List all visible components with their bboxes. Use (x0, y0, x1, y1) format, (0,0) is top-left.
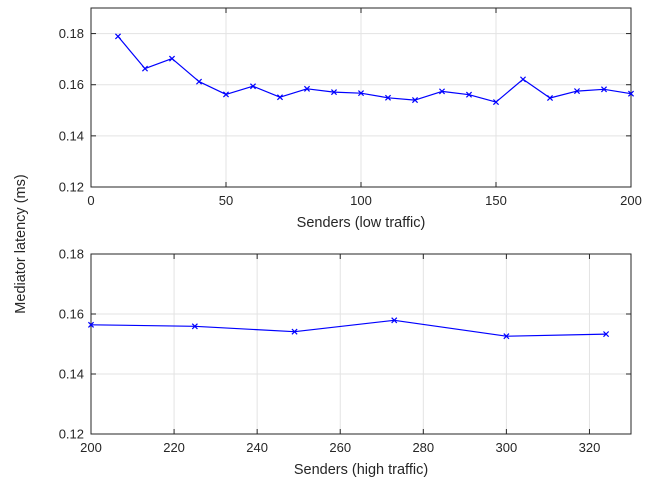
y-tick-label: 0.18 (59, 247, 84, 262)
marker-stroke (438, 88, 446, 95)
data-point-marker (465, 91, 473, 98)
data-point-marker (503, 333, 510, 340)
y-tick-label: 0.12 (59, 427, 84, 442)
data-point-marker (168, 55, 176, 62)
y-tick-label: 0.12 (59, 180, 84, 195)
data-point-marker (573, 88, 581, 95)
y-tick-label: 0.14 (59, 128, 84, 143)
x-tick-label: 280 (412, 440, 434, 455)
marker-stroke (627, 90, 635, 97)
data-point-marker (627, 90, 635, 97)
marker-stroke (114, 33, 122, 40)
chart-high-traffic: 200 220 240 260 280 300 320 0.12 0.14 0.16 0.18 Sen… (59, 247, 632, 478)
data-point-marker (195, 78, 203, 85)
marker-stroke (465, 91, 473, 98)
x-tick-label: 200 (80, 440, 102, 455)
y-tick-label: 0.16 (59, 77, 84, 92)
marker-stroke (195, 78, 203, 85)
marker-stroke (492, 99, 500, 106)
data-point-marker (600, 86, 608, 93)
data-point-marker (291, 328, 298, 335)
data-point-marker (391, 317, 398, 324)
marker-stroke (276, 94, 284, 101)
series-line (90, 319, 607, 337)
data-point-marker (276, 94, 284, 101)
x-tick-label: 320 (579, 440, 601, 455)
x-tick-label: 260 (329, 440, 351, 455)
y-tick-label: 0.16 (59, 307, 84, 322)
data-point-marker (114, 33, 122, 40)
marker-stroke (303, 85, 311, 92)
data-point-marker (546, 94, 554, 102)
x-tick-label: 300 (496, 440, 518, 455)
y-tick-label: 0.18 (59, 26, 84, 41)
x-tick-label: 0 (87, 193, 94, 208)
x-axis-label: Senders (low traffic) (297, 215, 426, 231)
data-point-marker (141, 65, 149, 72)
marker-stroke (291, 328, 298, 335)
marker-stroke (603, 331, 610, 338)
x-tick-label: 240 (246, 440, 268, 455)
data-point-marker (438, 88, 446, 95)
data-point-marker (357, 90, 365, 97)
marker-stroke (384, 94, 392, 101)
data-point-marker (87, 321, 95, 328)
chart-low-traffic: 0 50 100 150 200 0.12 0.14 0.16 0.18 Senders (low… (59, 7, 642, 231)
x-tick-label: 150 (485, 193, 507, 208)
marker-stroke (573, 88, 581, 95)
marker-stroke (168, 55, 176, 62)
marker-stroke (191, 323, 198, 330)
marker-stroke (357, 90, 365, 97)
data-point-marker (603, 331, 610, 338)
plot-area (91, 254, 631, 434)
x-tick-label: 100 (350, 193, 372, 208)
data-point-marker (330, 89, 338, 96)
marker-stroke (503, 333, 510, 340)
x-axis-label: Senders (high traffic) (294, 462, 428, 478)
x-tick-label: 200 (620, 193, 642, 208)
axes-box (90, 253, 632, 435)
data-point-marker (249, 83, 257, 90)
shared-y-axis-label: Mediator latency (ms) (13, 174, 29, 313)
y-tick-label: 0.14 (59, 367, 84, 382)
data-point-marker (222, 91, 230, 98)
marker-stroke (330, 89, 338, 96)
data-point-marker (384, 94, 392, 101)
data-point-marker (191, 323, 198, 330)
marker-stroke (519, 76, 527, 83)
marker-stroke (87, 321, 95, 328)
series-line (117, 36, 632, 103)
x-tick-label: 50 (219, 193, 233, 208)
data-point-marker (303, 85, 311, 92)
data-point-marker (492, 99, 500, 106)
marker-stroke (222, 91, 230, 98)
marker-stroke (600, 86, 608, 93)
marker-stroke (391, 317, 398, 324)
marker-stroke (141, 65, 149, 72)
data-point-marker (519, 76, 527, 83)
marker-stroke (411, 97, 419, 104)
marker-stroke (249, 83, 257, 90)
marker-stroke (546, 94, 554, 102)
x-tick-label: 220 (163, 440, 185, 455)
data-point-marker (411, 97, 419, 104)
